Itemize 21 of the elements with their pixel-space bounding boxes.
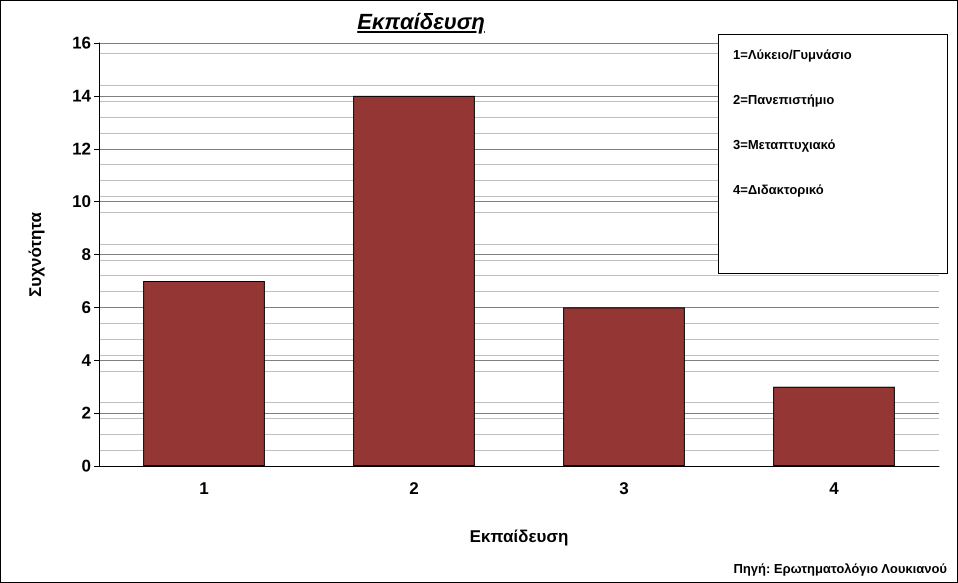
chart-title: Εκπαίδευση xyxy=(356,9,486,35)
y-tick-label: 16 xyxy=(72,34,91,52)
annotation: 2=Πανεπιστήμιο xyxy=(733,92,836,109)
annotation: 4=Διδακτορικό xyxy=(733,182,825,199)
y-tick-label: 10 xyxy=(72,192,91,212)
y-tick-label: 2 xyxy=(82,404,91,423)
y-tick-label: 12 xyxy=(72,139,91,158)
x-axis-title: Εκπαίδευση xyxy=(470,527,568,546)
x-tick-label: 3 xyxy=(619,479,629,498)
y-tick-label: 14 xyxy=(72,86,92,106)
x-tick-label: 4 xyxy=(829,479,840,498)
x-tick-label: 1 xyxy=(199,479,209,498)
y-tick-label: 8 xyxy=(82,245,91,264)
y-tick-label: 0 xyxy=(82,456,91,476)
annotation: 1=Λύκειο/Γυμνάσιο xyxy=(733,47,853,64)
x-tick-label: 2 xyxy=(409,479,419,498)
y-axis-title: Συχνότητα xyxy=(26,212,45,297)
y-tick-label: 4 xyxy=(82,350,92,370)
text: Πηγή: Ερωτηματολόγιο Λουκιανού xyxy=(733,561,947,576)
y-tick-label: 6 xyxy=(82,298,91,317)
annotation: 3=Μεταπτυχιακό xyxy=(733,137,836,154)
